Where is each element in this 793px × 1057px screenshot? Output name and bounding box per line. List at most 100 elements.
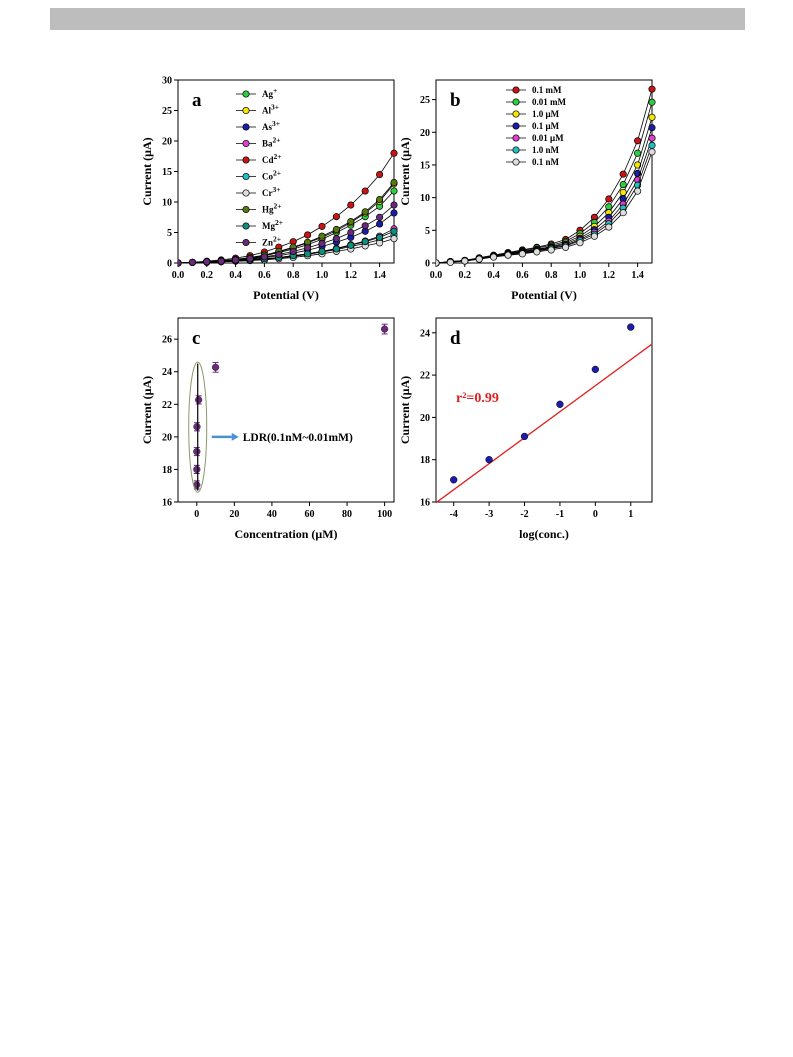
data-point <box>361 187 369 195</box>
data-point <box>203 258 211 266</box>
data-point <box>347 217 355 226</box>
legend-label-name: 1.0 nM <box>532 145 560 155</box>
data-point <box>627 323 635 331</box>
data-point <box>376 171 384 179</box>
data-point <box>304 250 312 258</box>
x-tick-label: 0.6 <box>516 270 529 281</box>
x-tick-label: 1.2 <box>345 270 358 281</box>
y-tick-label: 25 <box>162 106 172 117</box>
legend-label-charge: 2+ <box>273 136 281 145</box>
legend: Ag+Al3+As3+Ba2+Cd2+Co2+Cr3+Hg2+Mg2+Zn2+ <box>236 86 283 248</box>
data-point <box>436 259 440 267</box>
data-point <box>634 161 642 169</box>
data-point <box>605 195 613 203</box>
ldr-ellipse <box>188 361 208 493</box>
data-point <box>188 258 196 266</box>
x-tick-label: 1 <box>628 509 633 520</box>
data-point <box>475 255 483 263</box>
x-tick-label: 0.4 <box>487 270 500 281</box>
x-tick-label: 1.4 <box>373 270 386 281</box>
x-tick-label: 60 <box>304 509 314 520</box>
data-point <box>547 246 555 254</box>
panel-letter: c <box>192 328 200 349</box>
x-tick-label: 20 <box>229 509 239 520</box>
legend-label: Cd2+ <box>262 152 282 165</box>
y-tick-label: 18 <box>162 465 172 476</box>
x-tick-label: 1.0 <box>574 270 587 281</box>
data-point <box>332 213 340 221</box>
data-point <box>648 134 656 142</box>
x-tick-label: 80 <box>342 509 352 520</box>
data-point <box>347 201 355 209</box>
series-line-9 <box>178 204 395 264</box>
x-tick-label: 0 <box>194 509 199 520</box>
y-tick-label: 26 <box>162 335 172 346</box>
legend-label: 0.01 μM <box>532 133 564 143</box>
legend-label-charge: 2+ <box>274 202 282 211</box>
y-tick-label: 10 <box>420 193 430 204</box>
y-tick-label: 22 <box>162 400 172 411</box>
data-point <box>211 363 220 371</box>
legend-marker <box>242 238 250 247</box>
legend-label: Co2+ <box>262 169 281 182</box>
data-point <box>361 222 369 230</box>
y-tick-label: 30 <box>162 76 172 87</box>
legend-label: 0.1 mM <box>532 85 562 95</box>
legend-label-name: 0.1 mM <box>532 85 562 95</box>
x-tick-label: 40 <box>267 509 277 520</box>
data-point <box>461 257 469 265</box>
y-tick-label: 16 <box>420 498 430 509</box>
data-point <box>533 248 541 256</box>
data-point <box>332 225 340 234</box>
y-tick-label: 20 <box>162 137 172 148</box>
data-point <box>361 208 369 216</box>
legend-marker <box>242 189 250 197</box>
y-tick-label: 20 <box>162 432 172 443</box>
y-tick-label: 18 <box>420 455 430 466</box>
y-tick-label: 10 <box>162 198 172 209</box>
legend-marker <box>242 90 250 98</box>
x-tick-label: 1.0 <box>316 270 329 281</box>
data-point <box>556 400 564 408</box>
series-line-6 <box>178 238 395 264</box>
data-point <box>217 257 225 265</box>
data-point <box>485 456 493 464</box>
data-point <box>376 220 384 228</box>
y-tick-label: 25 <box>420 95 430 106</box>
data-point <box>648 141 656 149</box>
legend-label: Ag+ <box>262 86 277 99</box>
data-point <box>193 465 201 474</box>
data-point <box>193 447 201 456</box>
y-tick-label: 20 <box>420 413 430 424</box>
legend-label: 0.1 nM <box>532 157 560 167</box>
data-point <box>390 201 398 209</box>
y-tick-label: 15 <box>420 160 430 171</box>
data-point <box>318 247 326 255</box>
data-point <box>390 235 398 243</box>
legend-label-charge: 2+ <box>273 235 281 244</box>
legend-marker <box>242 172 250 181</box>
legend-label-name: Ba <box>262 139 273 149</box>
legend-label-name: Cr <box>262 188 273 198</box>
legend-marker <box>242 156 250 164</box>
legend-label-name: Al <box>262 106 271 116</box>
y-tick-label: 24 <box>162 367 172 378</box>
legend-label-charge: 3+ <box>273 185 281 194</box>
x-tick-label: 0.6 <box>258 270 271 281</box>
x-tick-label: 0.8 <box>287 270 300 281</box>
x-tick-label: 0.0 <box>172 270 185 281</box>
data-point <box>390 149 398 157</box>
legend-label: Al3+ <box>262 103 279 116</box>
data-point <box>605 223 613 231</box>
legend-label: As3+ <box>262 119 280 132</box>
legend-label-name: Mg <box>262 221 275 231</box>
legend-label-charge: + <box>273 86 277 95</box>
legend-marker <box>242 123 250 131</box>
y-tick-label: 20 <box>420 128 430 139</box>
legend-label-name: 0.1 μM <box>532 121 560 131</box>
x-tick-label: -3 <box>485 509 493 520</box>
legend-label: Mg2+ <box>262 218 283 231</box>
data-point <box>332 235 340 243</box>
x-tick-label: 100 <box>377 509 392 520</box>
